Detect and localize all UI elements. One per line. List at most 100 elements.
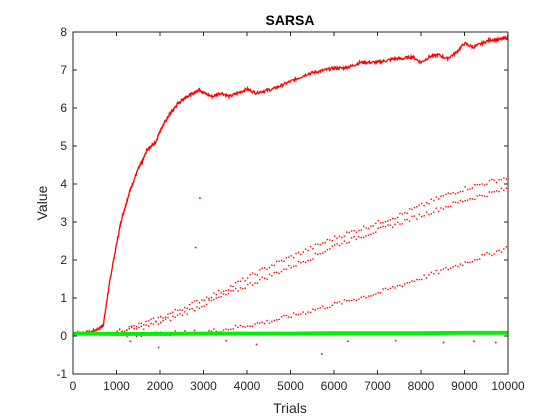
data-point: [503, 189, 505, 192]
data-point: [336, 237, 338, 239]
data-point: [280, 259, 283, 262]
data-point: [179, 313, 181, 315]
data-point: [118, 329, 121, 331]
data-point: [138, 326, 140, 329]
data-point: [324, 307, 326, 310]
data-point: [234, 282, 237, 284]
data-point: [392, 285, 394, 288]
data-point: [147, 320, 150, 322]
data-point: [457, 265, 459, 268]
data-point: [435, 207, 437, 209]
data-point: [305, 248, 307, 250]
data-point: [254, 323, 256, 325]
data-point: [164, 316, 167, 318]
data-point: [442, 268, 445, 270]
data-point: [459, 190, 462, 193]
data-point: [288, 264, 290, 267]
data-point: [218, 296, 220, 299]
data-point: [384, 221, 387, 223]
series-4: [129, 197, 497, 355]
data-point: [116, 330, 118, 332]
data-point: [404, 219, 406, 221]
data-point: [266, 278, 268, 280]
data-point: [263, 322, 266, 325]
data-point: [266, 319, 268, 322]
data-point: [234, 324, 237, 327]
data-point: [437, 198, 440, 200]
data-point: [288, 256, 290, 258]
data-point: [437, 210, 440, 213]
data-point: [401, 223, 404, 225]
data-point: [363, 225, 365, 227]
series-3: [116, 246, 507, 338]
data-point: [237, 326, 239, 329]
data-point: [157, 346, 160, 349]
data-point: [244, 326, 246, 328]
data-point: [423, 274, 425, 276]
data-point: [338, 235, 341, 237]
series-band-upper: [72, 330, 508, 334]
data-point: [210, 296, 213, 299]
data-point: [295, 252, 297, 255]
x-axis-ticks: 0 1000 2000 3000 4000 5000 6000 7000 8000 9000 100…: [70, 32, 525, 393]
data-point: [370, 295, 372, 297]
data-point: [382, 222, 384, 224]
data-point: [184, 330, 186, 332]
data-point: [307, 311, 309, 313]
data-point: [251, 284, 254, 286]
data-point: [479, 194, 481, 196]
data-point: [317, 243, 319, 245]
data-point: [232, 328, 234, 330]
data-point: [442, 341, 445, 344]
data-point: [186, 313, 188, 315]
data-point: [355, 238, 358, 241]
data-point: [230, 285, 232, 287]
data-point: [174, 316, 176, 319]
data-point: [495, 190, 498, 192]
data-point: [133, 327, 135, 330]
data-point: [452, 265, 454, 268]
data-point: [135, 328, 138, 330]
data-point: [493, 191, 495, 193]
data-point: [157, 316, 159, 319]
data-point: [416, 218, 418, 220]
data-point: [334, 235, 336, 237]
y-axis-label: Value: [34, 185, 50, 220]
data-point: [208, 297, 210, 300]
data-point: [433, 273, 435, 275]
data-point: [147, 325, 150, 327]
data-point: [218, 289, 220, 292]
data-point: [350, 299, 353, 302]
data-point: [326, 248, 329, 251]
data-point: [408, 208, 411, 210]
data-point: [181, 314, 184, 317]
y-tick-label: 5: [60, 139, 67, 153]
data-point: [176, 314, 179, 316]
data-point: [283, 268, 285, 270]
data-point: [466, 199, 469, 201]
data-point: [343, 240, 346, 242]
data-point: [256, 282, 259, 284]
data-point: [377, 219, 379, 222]
series-line: [72, 34, 509, 337]
data-point: [379, 222, 382, 224]
data-point: [247, 325, 249, 327]
data-point: [372, 225, 375, 227]
data-point: [399, 223, 401, 225]
y-tick-label: 7: [60, 63, 67, 77]
data-point: [346, 231, 348, 233]
data-point: [138, 322, 140, 325]
data-point: [363, 295, 365, 298]
data-point: [329, 248, 331, 250]
data-point: [128, 328, 130, 330]
data-point: [483, 254, 486, 256]
data-point: [457, 201, 459, 204]
data-point: [191, 307, 193, 310]
data-point: [505, 187, 507, 189]
data-point: [283, 314, 285, 317]
data-point: [375, 231, 377, 233]
data-point: [452, 201, 454, 203]
data-point: [375, 293, 377, 295]
data-point: [425, 202, 428, 204]
